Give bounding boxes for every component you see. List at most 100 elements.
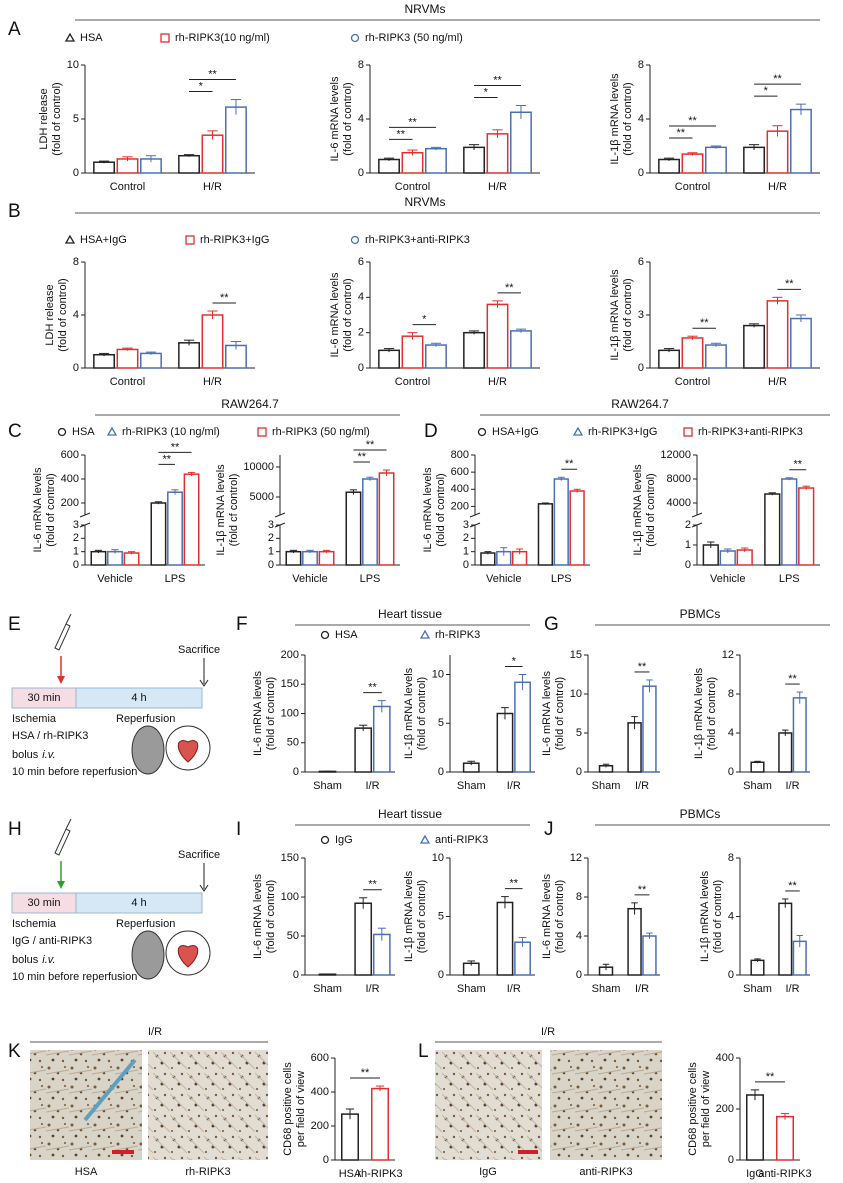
bar [719, 550, 736, 566]
route: i.v. [42, 749, 55, 761]
significance-label: ** [220, 292, 229, 304]
panel-letter: G [544, 614, 559, 635]
bar [553, 478, 569, 566]
panel-letter: A [8, 19, 21, 40]
significance-label: ** [788, 673, 797, 685]
axis-break [469, 522, 481, 528]
legend-label: IgG [335, 834, 353, 846]
y-tick-label: 10 [432, 852, 444, 864]
y-axis-label: IL-6 mRNA levels [541, 671, 553, 756]
y-axis-label: IL-6 mRNA levels [252, 671, 264, 756]
y-tick-label: 10 [570, 688, 582, 700]
end-label: Sacrifice [178, 849, 220, 861]
y-axis-label: (fold of control) [342, 82, 354, 155]
y-tick-label: 5000 [250, 491, 274, 503]
y-tick-label: 0 [268, 559, 274, 571]
legend-marker [419, 834, 431, 844]
x-tick-label: H/R [203, 181, 222, 193]
y-axis-label: IL-6 mRNA levels [329, 76, 341, 161]
bar [425, 344, 447, 369]
group-header: PBMCs [680, 607, 721, 621]
y-axis-label: IL-1β mRNA levels [609, 73, 621, 165]
y-tick-label: 10 [67, 59, 79, 71]
legend-marker [320, 835, 330, 845]
legend-label: rh-RIPK3 (50 ng/ml) [365, 32, 463, 44]
bar [627, 722, 642, 773]
x-tick-label: I/R [635, 780, 649, 792]
y-tick-label: 150 [281, 852, 299, 864]
bar [362, 478, 378, 566]
y-tick-label: 1 [268, 546, 274, 558]
y-tick-label: 12 [722, 649, 734, 661]
legend-label: rh-RIPK3 [435, 629, 480, 641]
duration-label: 30 min [27, 692, 60, 704]
y-axis-label: (fold of control) [622, 82, 634, 155]
y-tick-label: 5 [576, 727, 582, 739]
y-axis-label: per field of view [700, 1071, 712, 1147]
y-tick-label: 200 [451, 500, 469, 512]
panel-letter: F [236, 614, 248, 635]
bar [463, 331, 485, 369]
bar [425, 147, 447, 174]
x-tick-label: Control [110, 376, 145, 388]
significance-label: ** [688, 115, 697, 127]
y-axis-label: (fold of control) [706, 677, 718, 750]
significance-label: ** [361, 1067, 370, 1079]
bar [378, 158, 400, 174]
legend-marker [350, 235, 360, 245]
bar [750, 761, 765, 773]
y-tick-label: 8 [358, 59, 364, 71]
y-axis-label: IL-1β mRNA levels [632, 464, 644, 556]
significance-label: ** [505, 282, 514, 294]
y-tick-label: 4 [638, 113, 644, 125]
bar [778, 732, 793, 773]
bar [569, 490, 585, 566]
y-tick-label: 400 [451, 483, 469, 495]
y-tick-label: 0 [323, 1154, 329, 1166]
panel-letter: I [236, 819, 241, 840]
legend-label: HSA [72, 426, 95, 438]
y-tick-label: 8000 [667, 473, 691, 485]
x-tick-label: anti-RIPK3 [758, 1168, 811, 1180]
reperfusion-box [75, 687, 203, 709]
bar [764, 493, 781, 566]
y-axis-label: (fold of control) [554, 880, 566, 953]
x-tick-label: LPS [779, 573, 800, 585]
axis-break [274, 512, 286, 518]
scale-bar [518, 1150, 538, 1154]
bar [178, 342, 200, 369]
y-tick-label: 2 [463, 532, 469, 544]
significance-label: ** [638, 884, 647, 896]
group-header: NRVMs [404, 195, 445, 209]
y-tick-label: 100 [281, 707, 299, 719]
x-tick-label: I/R [365, 780, 379, 792]
x-tick-label: Sham [457, 780, 486, 792]
legend-label: rh-RIPK3 (10 ng/ml) [122, 426, 220, 438]
y-tick-label: 12 [570, 852, 582, 864]
y-tick-label: 200 [716, 1103, 734, 1115]
y-tick-label: 0 [638, 167, 644, 179]
y-tick-label: 400 [716, 1052, 734, 1064]
y-tick-label: 6 [638, 256, 644, 268]
panel-letter: J [544, 819, 554, 840]
legend-marker [477, 427, 487, 437]
duration-label: 30 min [27, 897, 60, 909]
axis-break [691, 512, 703, 518]
y-tick-label: 5 [73, 113, 79, 125]
x-tick-label: I/R [507, 983, 521, 995]
significance-label: ** [509, 878, 518, 890]
y-tick-label: 10000 [243, 461, 274, 473]
y-axis-label: IL-1β mRNA levels [699, 870, 711, 962]
significance-label: ** [357, 451, 366, 463]
panel-letter: C [8, 421, 22, 442]
bar [378, 349, 400, 369]
y-tick-label: 200 [281, 649, 299, 661]
legend-marker [185, 235, 195, 245]
y-tick-label: 400 [311, 1086, 329, 1098]
legend-label: rh-RIPK3(10 ng/ml) [175, 32, 270, 44]
y-tick-label: 1 [685, 539, 691, 551]
y-tick-label: 5 [438, 910, 444, 922]
bar [372, 705, 391, 773]
x-tick-label: I/R [365, 983, 379, 995]
bar [140, 352, 162, 369]
